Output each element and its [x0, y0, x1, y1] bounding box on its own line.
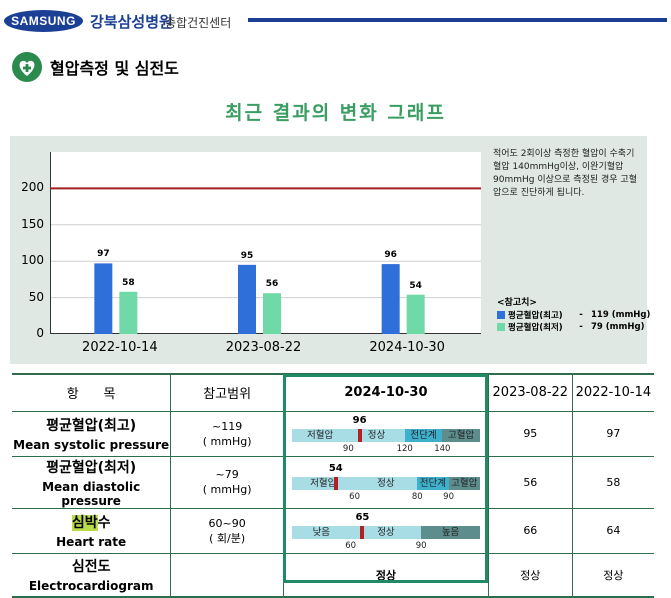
bar-systolic: [94, 263, 113, 334]
y-tick-label: 100: [21, 253, 44, 268]
section-title: 혈압측정 및 심전도: [50, 59, 179, 78]
range-cell: [170, 552, 284, 598]
gauge-segment: 전단계: [404, 428, 443, 442]
bar-value-label: 54: [409, 280, 422, 291]
reference-title: <참고치>: [497, 298, 537, 308]
gauge-marker: [333, 477, 338, 490]
header-prev-date-2: 2022-10-14: [571, 373, 654, 412]
table-row: 평균혈압(최저) Mean diastolic pressure ~79( mm…: [12, 455, 654, 509]
gauge-segment: 저혈압: [291, 428, 349, 442]
legend-swatch-systolic: [497, 311, 505, 319]
gauge-tick-label: 120: [396, 443, 413, 454]
reference-diastolic: 평균혈압(최저) - 79 (mmHg): [497, 321, 644, 333]
item-cell: 평균혈압(최저) Mean diastolic pressure: [12, 455, 172, 509]
gauge-current-value: 54: [328, 463, 343, 474]
gauge-heart-rate: 낮음 정상 높음 60 90 65: [282, 507, 489, 554]
prev-value-2: 97: [571, 410, 654, 457]
chart-plot-area: [50, 152, 481, 334]
prev-value-2: 58: [571, 455, 654, 509]
legend-swatch-diastolic: [497, 323, 505, 331]
gauge-segment: 높음: [421, 525, 480, 539]
gauge-current-value: 96: [352, 414, 367, 426]
diagnosis-note: 적어도 2회이상 측정한 혈압이 수축기 혈압 140mmHg이상, 이완기혈압…: [493, 149, 637, 198]
center-name: 종합건진센터: [165, 16, 232, 30]
gauge-current-value: 65: [355, 511, 370, 523]
bar-systolic: [238, 264, 256, 334]
gauge-segment: 전단계: [417, 477, 449, 490]
bar-diastolic: [406, 294, 425, 334]
samsung-logo: SAMSUNG: [4, 10, 83, 32]
gauge-tick-label: 90: [443, 492, 454, 502]
bar-value-label: 96: [384, 250, 397, 261]
range-cell: ~79( mmHg): [170, 455, 284, 509]
header-item: 항 목: [12, 373, 172, 412]
ecg-current: 정상: [282, 552, 489, 598]
heart-plus-icon: [12, 52, 42, 82]
header-current-date: 2024-10-30: [282, 373, 489, 412]
gauge-systolic: 저혈압 정상 전단계 고혈압 90 120 140 96: [282, 410, 489, 457]
gauge-segment: 정상: [348, 428, 405, 442]
gauge-diastolic: 저혈압 정상 전단계 고혈압 60 80 90 54: [282, 455, 489, 509]
x-tick-label: 2023-08-22: [225, 340, 302, 355]
y-tick-label: 0: [36, 326, 44, 340]
gauge-bar: 저혈압 정상 전단계 고혈압: [291, 477, 480, 490]
bar-diastolic: [119, 291, 138, 334]
item-cell: 평균혈압(최고) Mean systolic pressure: [12, 410, 172, 457]
header-prev-date-1: 2023-08-22: [487, 373, 573, 412]
bar-value-label: 58: [122, 277, 135, 288]
reference-systolic: 평균혈압(최고) - 119 (mmHg): [497, 309, 650, 321]
table-header-row: 항 목 참고범위 2024-10-30 2023-08-22 2022-10-1…: [12, 373, 654, 412]
bar-systolic: [381, 264, 400, 334]
prev-value-2: 정상: [571, 552, 654, 598]
gauge-tick-label: 90: [415, 540, 427, 551]
gauge-segment: 정상: [354, 477, 418, 490]
gauge-segment: 고혈압: [448, 477, 480, 490]
x-tick-label: 2024-10-30: [369, 340, 445, 355]
prev-value-2: 64: [571, 507, 654, 554]
prev-value-1: 66: [487, 507, 573, 554]
table-row: 심박수 Heart rate 60~90( 회/분) 낮음 정상 높음 60 90 65 …: [12, 507, 654, 554]
bar-value-label: 95: [240, 250, 254, 261]
item-cell: 심박수 Heart rate: [12, 507, 172, 554]
results-table: 항 목 참고범위 2024-10-30 2023-08-22 2022-10-1…: [12, 373, 654, 598]
table-row: 심전도 Electrocardiogram 정상 정상 정상: [12, 552, 654, 598]
prev-value-1: 95: [487, 410, 573, 457]
gauge-tick-label: 60: [349, 492, 360, 502]
x-tick-label: 2022-10-14: [82, 340, 158, 355]
table-row: 평균혈압(최고) Mean systolic pressure ~119( mm…: [12, 410, 654, 457]
bar-diastolic: [263, 293, 281, 334]
gauge-tick-label: 80: [411, 492, 423, 502]
gauge-tick-label: 60: [345, 540, 357, 551]
gauge-marker: [360, 525, 365, 539]
prev-value-1: 정상: [487, 552, 573, 598]
bar-value-label: 97: [97, 249, 110, 260]
y-tick-label: 200: [21, 180, 44, 195]
gauge-bar: 저혈압 정상 전단계 고혈압: [291, 428, 480, 442]
y-tick-label: 150: [21, 216, 44, 231]
y-tick-label: 50: [28, 289, 44, 304]
bar-value-label: 56: [265, 279, 279, 290]
chart-title: 최근 결과의 변화 그래프: [225, 102, 446, 124]
header-rule: [248, 18, 667, 22]
range-cell: 60~90( 회/분): [170, 507, 284, 554]
range-cell: ~119( mmHg): [170, 410, 284, 457]
gauge-segment: 낮음: [291, 525, 351, 539]
gauge-segment: 저혈압: [291, 477, 355, 490]
gauge-tick-label: 90: [342, 443, 354, 454]
prev-value-1: 56: [487, 455, 573, 509]
gauge-segment: 정상: [350, 525, 422, 539]
gauge-tick-label: 140: [434, 443, 451, 454]
header-range: 참고범위: [170, 373, 284, 412]
gauge-segment: 고혈압: [442, 428, 480, 442]
item-cell: 심전도 Electrocardiogram: [12, 552, 172, 598]
chart-axes: [50, 152, 481, 334]
hospital-name: 강북삼성병원: [90, 13, 173, 31]
gauge-bar: 낮음 정상 높음: [291, 525, 480, 539]
gauge-marker: [357, 428, 362, 442]
